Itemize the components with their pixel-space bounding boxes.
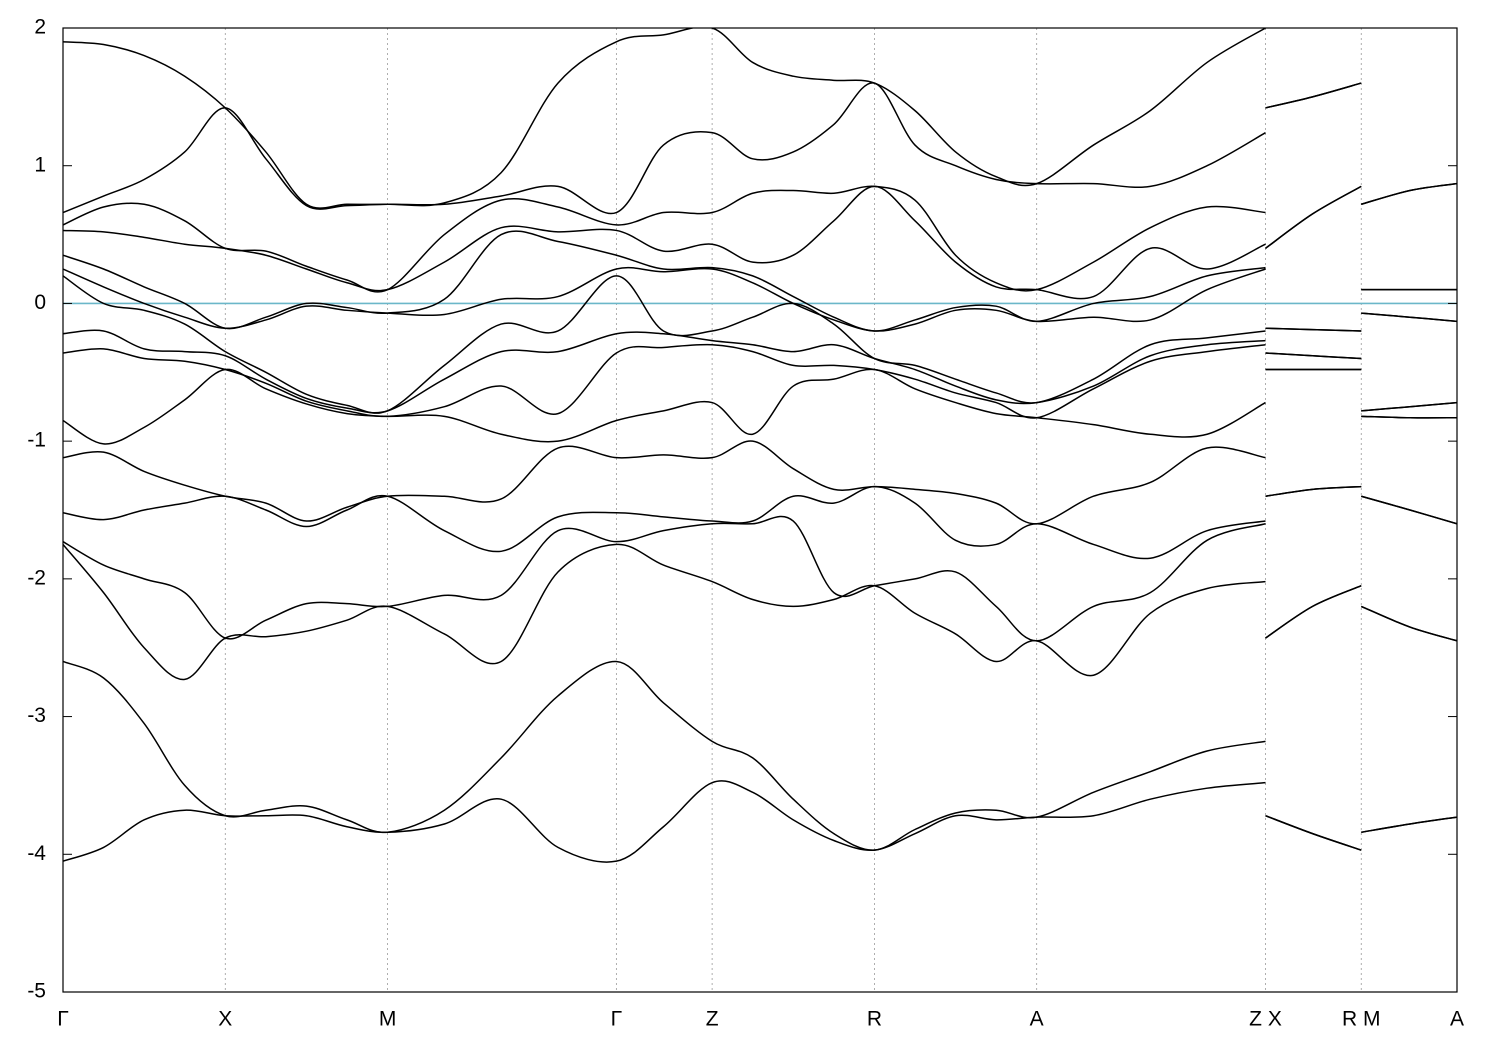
band-line [63, 440, 1457, 525]
x-tick-label: X [218, 1008, 232, 1031]
y-tick-label: -2 [27, 566, 46, 589]
x-tick-label: Z X [1249, 1008, 1282, 1031]
y-tick-label: -1 [27, 429, 46, 452]
x-tick-label: A [1450, 1008, 1464, 1031]
x-tick-label: M [379, 1008, 397, 1031]
band-line [63, 275, 1457, 414]
y-tick-label: -4 [27, 842, 46, 865]
band-line [63, 343, 1457, 419]
y-tick-label: 0 [34, 291, 46, 314]
y-tick-label: 1 [34, 153, 46, 176]
band-line [63, 515, 1457, 642]
band-line [63, 230, 1457, 332]
axes: -5 -4 -3 -2 -1 0 1 2 Γ X M Γ Z R A Z X R M A [27, 16, 1464, 1031]
x-tick-label: R [867, 1008, 882, 1031]
band-line [63, 28, 1457, 209]
y-tick-label: -3 [27, 704, 46, 727]
bands [63, 28, 1457, 863]
band-line [63, 660, 1457, 851]
x-tick-label: A [1030, 1008, 1044, 1031]
x-tick-label: Γ [57, 1008, 69, 1031]
y-tick-label: 2 [34, 16, 46, 39]
band-line [63, 185, 1457, 293]
x-tick-label: Z [706, 1008, 719, 1031]
x-tick-label: Γ [611, 1008, 623, 1031]
y-tick-label: -5 [27, 980, 46, 1003]
x-tick-label: R M [1342, 1008, 1381, 1031]
plot-frame [62, 27, 1458, 993]
